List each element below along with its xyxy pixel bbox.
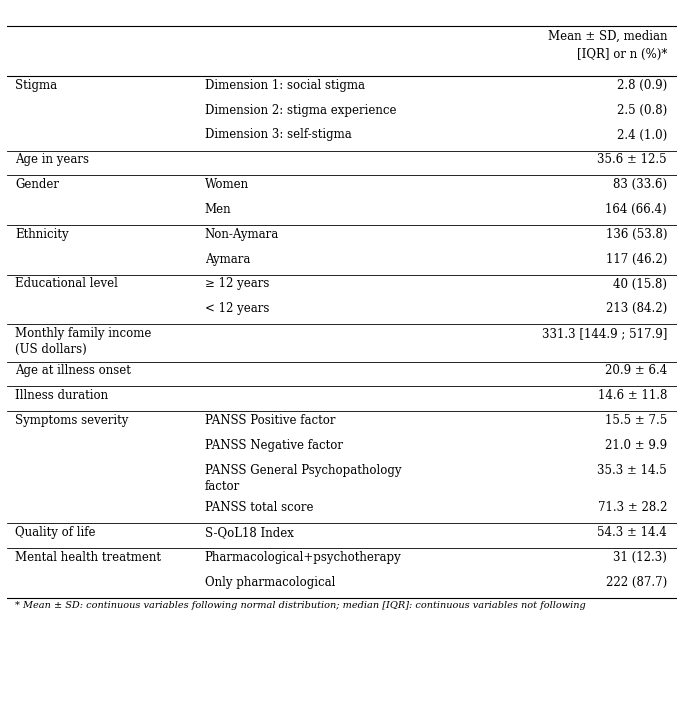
Text: 35.6 ± 12.5: 35.6 ± 12.5	[598, 153, 667, 166]
Text: Gender: Gender	[15, 178, 59, 191]
Text: 31 (12.3): 31 (12.3)	[614, 551, 667, 564]
Text: Educational level: Educational level	[15, 277, 118, 291]
Text: 15.5 ± 7.5: 15.5 ± 7.5	[605, 414, 667, 427]
Text: Monthly family income
(US dollars): Monthly family income (US dollars)	[15, 327, 151, 356]
Text: 136 (53.8): 136 (53.8)	[605, 228, 667, 241]
Text: Women: Women	[205, 178, 249, 191]
Text: Stigma: Stigma	[15, 79, 57, 92]
Text: 40 (15.8): 40 (15.8)	[613, 277, 667, 291]
Text: 331.3 [144.9 ; 517.9]: 331.3 [144.9 ; 517.9]	[542, 327, 667, 340]
Text: 20.9 ± 6.4: 20.9 ± 6.4	[605, 365, 667, 377]
Text: Dimension 3: self-stigma: Dimension 3: self-stigma	[205, 128, 352, 142]
Text: Dimension 1: social stigma: Dimension 1: social stigma	[205, 79, 365, 92]
Text: Symptoms severity: Symptoms severity	[15, 414, 129, 427]
Text: 71.3 ± 28.2: 71.3 ± 28.2	[598, 501, 667, 514]
Text: ≥ 12 years: ≥ 12 years	[205, 277, 269, 291]
Text: Only pharmacological: Only pharmacological	[205, 576, 335, 589]
Text: Age at illness onset: Age at illness onset	[15, 365, 131, 377]
Text: 14.6 ± 11.8: 14.6 ± 11.8	[598, 389, 667, 402]
Text: Pharmacological+psychotherapy: Pharmacological+psychotherapy	[205, 551, 402, 564]
Text: Mean ± SD, median
[IQR] or n (%)*: Mean ± SD, median [IQR] or n (%)*	[548, 30, 667, 61]
Text: 2.4 (1.0): 2.4 (1.0)	[617, 128, 667, 142]
Text: 54.3 ± 14.4: 54.3 ± 14.4	[597, 526, 667, 539]
Text: Mental health treatment: Mental health treatment	[15, 551, 161, 564]
Text: 83 (33.6): 83 (33.6)	[613, 178, 667, 191]
Text: PANSS Positive factor: PANSS Positive factor	[205, 414, 335, 427]
Text: Men: Men	[205, 203, 231, 216]
Text: Ethnicity: Ethnicity	[15, 228, 68, 241]
Text: PANSS General Psychopathology
factor: PANSS General Psychopathology factor	[205, 464, 401, 493]
Text: Quality of life: Quality of life	[15, 526, 95, 539]
Text: 35.3 ± 14.5: 35.3 ± 14.5	[597, 464, 667, 477]
Text: Aymara: Aymara	[205, 253, 250, 265]
Text: S-QoL18 Index: S-QoL18 Index	[205, 526, 293, 539]
Text: 213 (84.2): 213 (84.2)	[606, 302, 667, 315]
Text: 2.5 (0.8): 2.5 (0.8)	[617, 103, 667, 117]
Text: Age in years: Age in years	[15, 153, 89, 166]
Text: < 12 years: < 12 years	[205, 302, 269, 315]
Text: 2.8 (0.9): 2.8 (0.9)	[617, 79, 667, 92]
Text: 21.0 ± 9.9: 21.0 ± 9.9	[605, 439, 667, 452]
Text: 117 (46.2): 117 (46.2)	[606, 253, 667, 265]
Text: 222 (87.7): 222 (87.7)	[606, 576, 667, 589]
Text: 164 (66.4): 164 (66.4)	[605, 203, 667, 216]
Text: PANSS total score: PANSS total score	[205, 501, 313, 514]
Text: Dimension 2: stigma experience: Dimension 2: stigma experience	[205, 103, 396, 117]
Text: Illness duration: Illness duration	[15, 389, 108, 402]
Text: Non-Aymara: Non-Aymara	[205, 228, 279, 241]
Text: * Mean ± SD: continuous variables following normal distribution; median [IQR]: c: * Mean ± SD: continuous variables follow…	[15, 601, 586, 610]
Text: PANSS Negative factor: PANSS Negative factor	[205, 439, 343, 452]
